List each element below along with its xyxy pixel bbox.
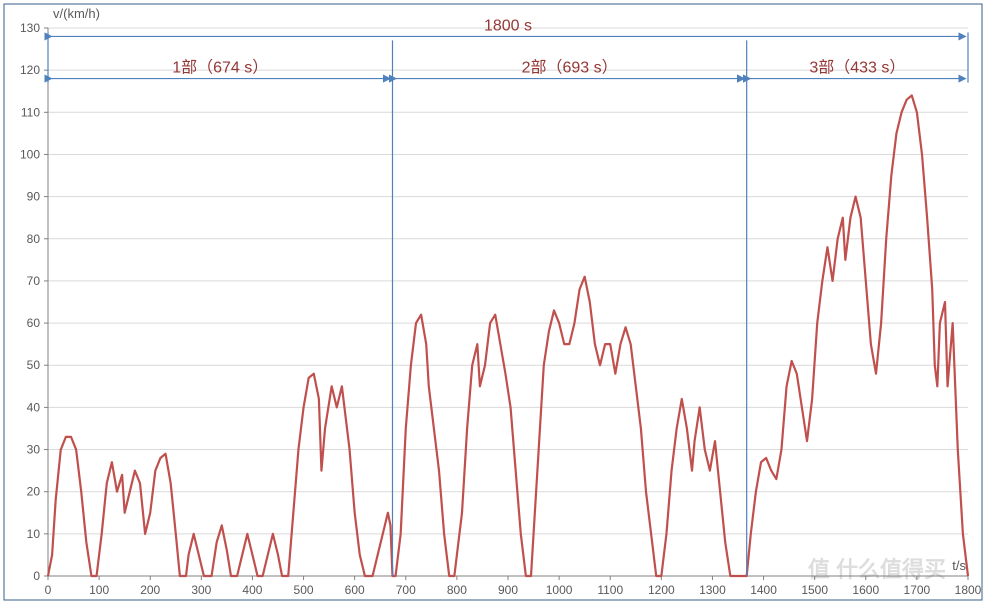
svg-text:1100: 1100	[597, 583, 623, 597]
chart-container: 0102030405060708090100110120130010020030…	[0, 0, 986, 604]
svg-text:900: 900	[498, 583, 518, 597]
svg-text:2部（693 s）: 2部（693 s）	[522, 59, 618, 77]
svg-text:30: 30	[27, 443, 41, 457]
svg-text:90: 90	[27, 190, 41, 204]
svg-text:3部（433 s）: 3部（433 s）	[809, 59, 905, 77]
svg-text:20: 20	[27, 485, 41, 499]
svg-text:1部（674 s）: 1部（674 s）	[172, 59, 268, 77]
svg-text:120: 120	[20, 63, 40, 77]
svg-text:1800: 1800	[955, 583, 982, 597]
svg-text:1200: 1200	[648, 583, 675, 597]
svg-text:0: 0	[33, 569, 40, 583]
svg-text:800: 800	[447, 583, 467, 597]
svg-text:70: 70	[27, 274, 41, 288]
svg-text:500: 500	[294, 583, 314, 597]
svg-text:t/s: t/s	[952, 558, 966, 573]
svg-text:600: 600	[345, 583, 365, 597]
svg-text:400: 400	[242, 583, 262, 597]
svg-text:1300: 1300	[699, 583, 726, 597]
svg-text:300: 300	[191, 583, 211, 597]
svg-text:0: 0	[45, 583, 52, 597]
svg-text:1500: 1500	[801, 583, 828, 597]
svg-text:700: 700	[396, 583, 416, 597]
svg-text:40: 40	[27, 400, 41, 414]
svg-text:130: 130	[20, 21, 40, 35]
svg-text:200: 200	[140, 583, 160, 597]
svg-text:1700: 1700	[904, 583, 931, 597]
svg-text:1600: 1600	[852, 583, 879, 597]
svg-text:80: 80	[27, 232, 41, 246]
line-chart: 0102030405060708090100110120130010020030…	[0, 0, 986, 604]
svg-text:v/(km/h): v/(km/h)	[53, 6, 100, 21]
svg-text:110: 110	[21, 105, 40, 119]
svg-text:50: 50	[27, 358, 41, 372]
svg-text:10: 10	[27, 527, 41, 541]
svg-text:100: 100	[89, 583, 109, 597]
svg-text:1400: 1400	[750, 583, 777, 597]
svg-text:1800 s: 1800 s	[484, 17, 532, 34]
svg-text:100: 100	[20, 147, 40, 161]
svg-text:1000: 1000	[546, 583, 573, 597]
svg-text:60: 60	[27, 316, 41, 330]
